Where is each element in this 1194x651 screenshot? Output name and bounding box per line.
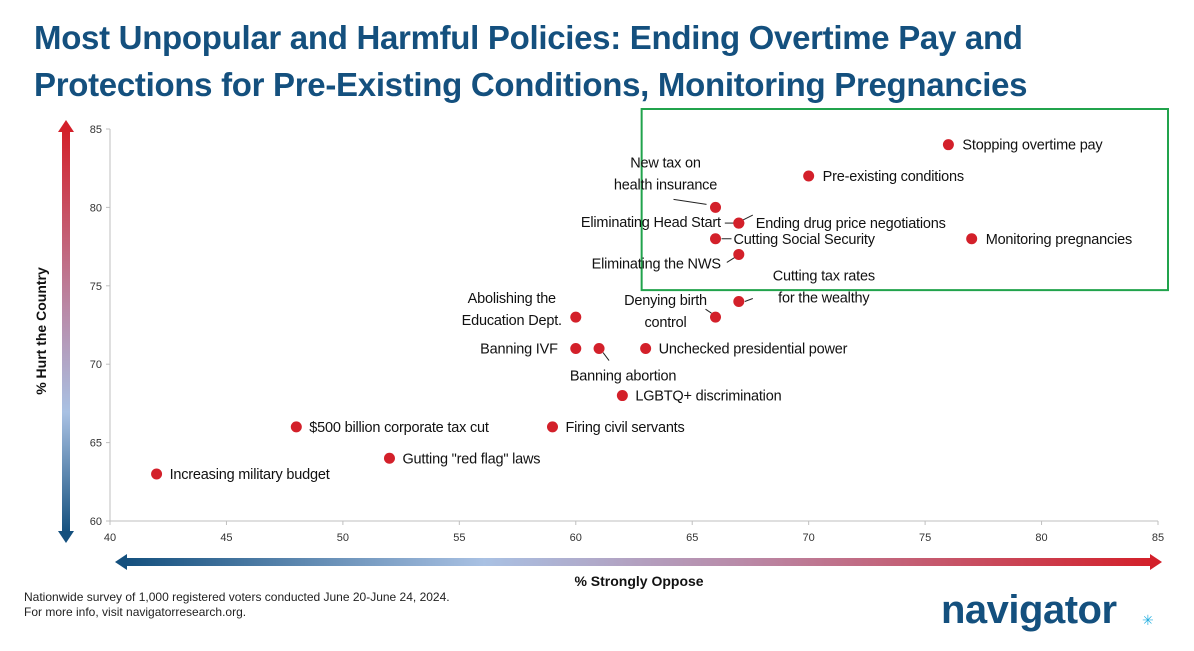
data-point [942, 139, 954, 151]
y-tick-label: 85 [90, 124, 102, 136]
y-tick-label: 75 [90, 281, 102, 293]
y-axis-label: % Hurt the Country [33, 267, 49, 395]
point-label: $500 billion corporate tax cut [309, 420, 489, 436]
x-arrow-left-head [115, 554, 127, 570]
data-point [710, 201, 722, 213]
point-label: Cutting tax rates for the wealthy [773, 268, 875, 306]
y-tick-label: 65 [90, 438, 102, 450]
x-tick-label: 85 [1152, 532, 1164, 544]
point-label: Firing civil servants [565, 420, 684, 436]
data-point [546, 421, 558, 433]
data-point [966, 233, 978, 245]
data-point [640, 343, 652, 355]
data-point [710, 233, 722, 245]
leader-line [673, 198, 707, 205]
leader-line [705, 308, 712, 314]
y-tick-label: 70 [90, 359, 102, 371]
leader-line [742, 214, 754, 221]
point-label: Eliminating Head Start [581, 215, 721, 231]
point-label: Stopping overtime pay [962, 138, 1103, 154]
point-label: Banning IVF [480, 342, 558, 358]
point-label: Banning abortion [570, 369, 677, 385]
point-label: Monitoring pregnancies [986, 232, 1132, 248]
x-tick-label: 80 [1035, 532, 1047, 544]
point-label: LGBTQ+ discrimination [635, 389, 781, 405]
point-label: Eliminating the NWS [592, 256, 721, 272]
x-tick-label: 60 [570, 532, 582, 544]
navigator-logo: navigator [941, 588, 1117, 632]
x-gradient-arrow-bar [125, 558, 1152, 566]
data-point [710, 311, 722, 323]
y-arrow-top-head [58, 120, 74, 132]
data-point [593, 343, 605, 355]
logo-star-icon: ✳ [1142, 612, 1154, 628]
point-label: Increasing military budget [170, 467, 330, 483]
y-tick-label: 80 [90, 202, 102, 214]
point-label: Denying birth control [624, 293, 707, 331]
point-label: Unchecked presidential power [659, 342, 848, 358]
point-label: Cutting Social Security [734, 232, 876, 248]
chart-title: Most Unpopular and Harmful Policies: End… [34, 19, 1028, 103]
point-label: Gutting "red flag" laws [402, 451, 540, 467]
x-arrow-right-head [1150, 554, 1162, 570]
data-point [616, 390, 628, 402]
data-point [733, 217, 745, 229]
y-arrow-bottom-head [58, 531, 74, 543]
data-points [151, 139, 978, 480]
leader-line [602, 352, 610, 361]
data-point [290, 421, 302, 433]
point-label: New tax on health insurance [614, 155, 717, 193]
data-point [803, 170, 815, 182]
data-point [151, 468, 163, 480]
leader-line [726, 257, 736, 263]
point-label: Abolishing the Education Dept. [462, 291, 562, 329]
highlight-box [640, 108, 1169, 292]
x-tick-label: 40 [104, 532, 116, 544]
x-tick-label: 45 [220, 532, 232, 544]
data-point [383, 452, 395, 464]
x-axis-label: % Strongly Oppose [574, 573, 703, 589]
x-tick-label: 50 [337, 532, 349, 544]
point-label: Ending drug price negotiations [756, 216, 946, 232]
point-labels: Stopping overtime pay Pre-existing condit… [170, 138, 1133, 483]
x-tick-label: 55 [453, 532, 465, 544]
x-tick-label: 70 [803, 532, 815, 544]
data-point [570, 343, 582, 355]
footnote-line-2: For more info, visit navigatorresearch.o… [24, 605, 247, 619]
footnote-line-1: Nationwide survey of 1,000 registered vo… [24, 590, 450, 604]
leader-line [744, 298, 753, 302]
x-tick-label: 75 [919, 532, 931, 544]
y-gradient-arrow-bar [62, 130, 70, 533]
footnote: Nationwide survey of 1,000 registered vo… [24, 590, 450, 620]
data-point [733, 248, 745, 260]
x-tick-label: 65 [686, 532, 698, 544]
axes: 40 45 50 55 60 65 70 75 80 85 60 65 70 75 80 85 % Strong… [33, 108, 1169, 589]
point-label: Pre-existing conditions [823, 169, 964, 185]
data-point [570, 311, 582, 323]
leader-lines [602, 198, 754, 361]
y-tick-label: 60 [90, 516, 102, 528]
data-point [733, 295, 745, 307]
